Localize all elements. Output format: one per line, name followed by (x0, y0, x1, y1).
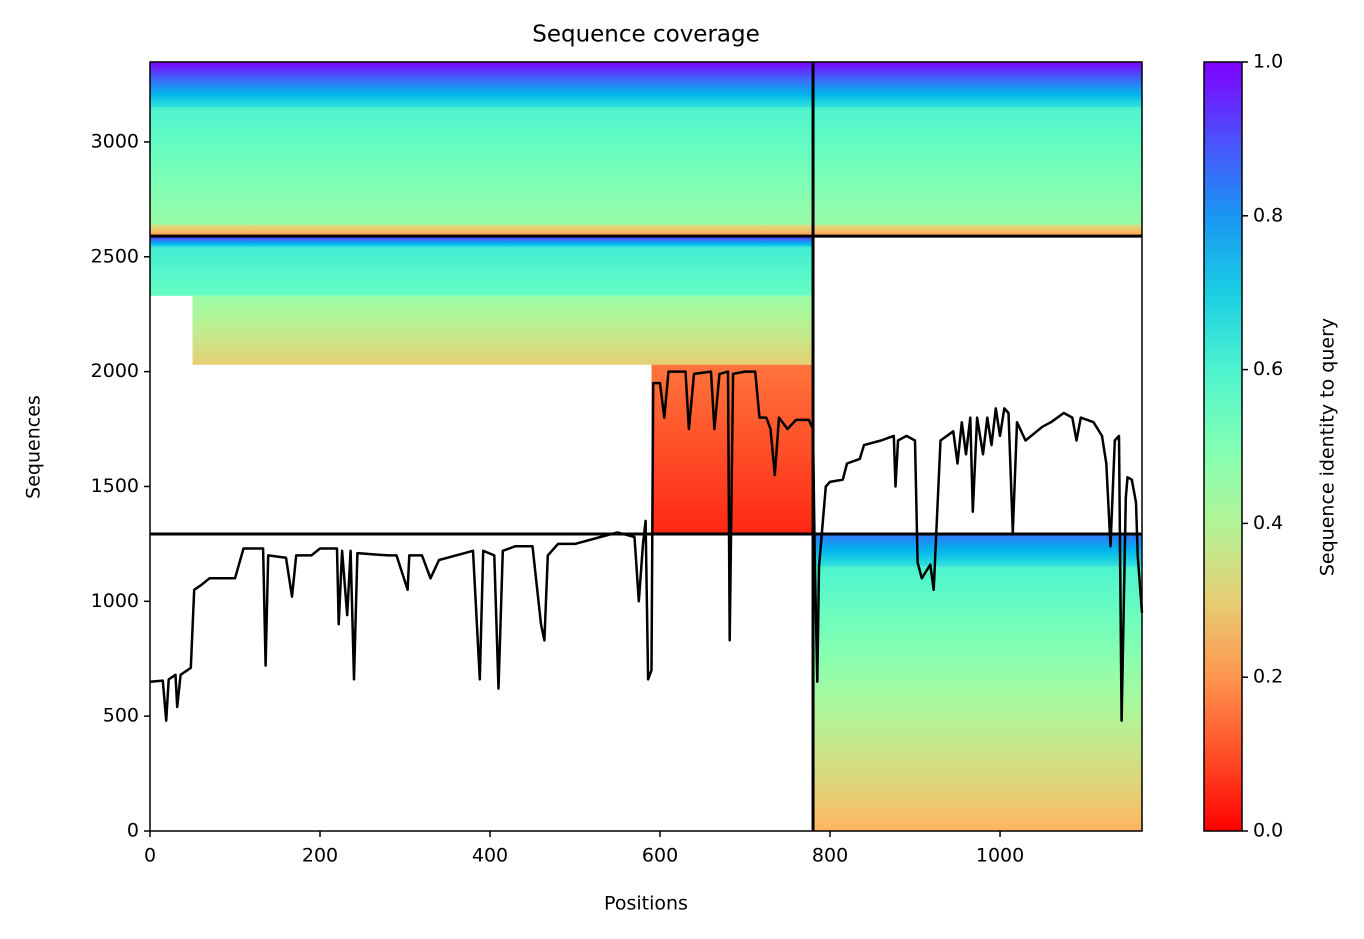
colorbar-label: Sequence identity to query (1317, 318, 1339, 576)
x-tick-label: 600 (642, 845, 678, 867)
chart-title: Sequence coverage (532, 22, 760, 48)
coverage-band (150, 236, 814, 248)
y-tick-label: 1500 (91, 475, 139, 497)
colorbar-tick-label: 0.4 (1253, 512, 1283, 534)
colorbar (1203, 61, 1243, 832)
y-tick-label: 500 (103, 705, 139, 727)
y-tick-label: 1000 (91, 590, 139, 612)
y-axis-label: Sequences (23, 395, 45, 499)
coverage-line (149, 370, 1144, 722)
x-tick-label: 400 (472, 845, 508, 867)
plot-frame (149, 61, 1143, 832)
y-tick-label: 2000 (91, 360, 139, 382)
x-axis-label: Positions (604, 893, 688, 915)
colorbar-tick-label: 0.0 (1253, 820, 1283, 842)
colorbar-tick-label: 0.8 (1253, 204, 1283, 226)
y-tick-label: 0 (127, 820, 139, 842)
coverage-band (813, 534, 1142, 567)
y-tick-label: 2500 (91, 245, 139, 267)
coverage-band (813, 566, 1142, 831)
coverage-band (150, 247, 814, 296)
coverage-band (150, 224, 1142, 237)
colorbar-tick-label: 1.0 (1253, 51, 1283, 73)
colorbar-tick-label: 0.6 (1253, 358, 1283, 380)
x-tick-label: 0 (144, 845, 156, 867)
x-tick-label: 800 (812, 845, 848, 867)
coverage-band (192, 295, 814, 365)
coverage-band (150, 62, 1142, 108)
y-tick-label: 3000 (91, 130, 139, 152)
coverage-band (150, 107, 1142, 225)
x-tick-label: 1000 (976, 845, 1024, 867)
colorbar-tick-label: 0.2 (1253, 666, 1283, 688)
x-tick-label: 200 (302, 845, 338, 867)
